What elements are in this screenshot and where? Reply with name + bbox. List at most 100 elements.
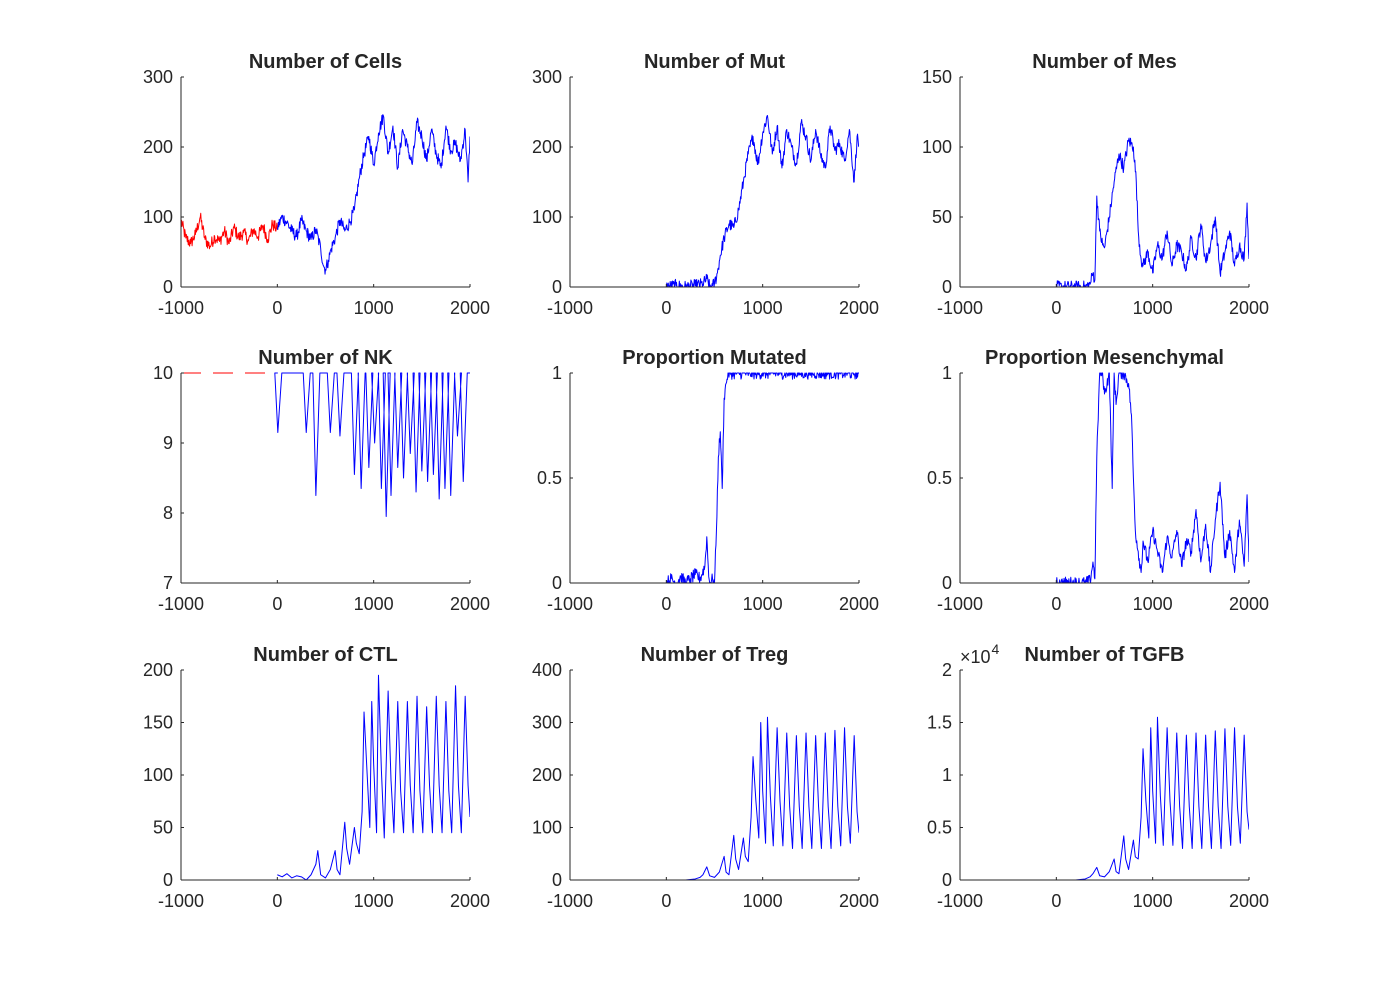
proportion-mesenchymal-ytick-label: 1 bbox=[942, 363, 952, 383]
number-of-tgfb-ytick-label: 1 bbox=[942, 765, 952, 785]
number-of-cells-ytick-label: 200 bbox=[143, 137, 173, 157]
number-of-treg-ytick-label: 100 bbox=[532, 818, 562, 838]
number-of-mut-ytick-label: 200 bbox=[532, 137, 562, 157]
number-of-nk-xtick-label: 1000 bbox=[354, 594, 394, 614]
proportion-mesenchymal-ytick-label: 0.5 bbox=[927, 468, 952, 488]
proportion-mesenchymal-xtick-label: 0 bbox=[1051, 594, 1061, 614]
number-of-mes-xtick-label: 2000 bbox=[1229, 298, 1269, 318]
number-of-cells-xtick-label: -1000 bbox=[158, 298, 204, 318]
number-of-mes-xtick-label: 1000 bbox=[1133, 298, 1173, 318]
number-of-treg-xtick-label: 0 bbox=[661, 891, 671, 911]
number-of-tgfb-xtick-label: -1000 bbox=[937, 891, 983, 911]
number-of-ctl-xtick-label: 2000 bbox=[450, 891, 490, 911]
proportion-mutated-xtick-label: 2000 bbox=[839, 594, 879, 614]
number-of-mes-series-blue-line bbox=[1056, 137, 1249, 288]
number-of-cells-series-blue-line bbox=[276, 114, 470, 275]
number-of-cells-ytick-label: 0 bbox=[163, 277, 173, 297]
proportion-mesenchymal-xtick-label: 2000 bbox=[1229, 594, 1269, 614]
subplot-number-of-nk: 7 8 9 10 -1000 0 1000 2000 Number of NK bbox=[153, 347, 490, 614]
number-of-nk-series-blue-line bbox=[274, 372, 470, 517]
number-of-nk-xtick-label: 0 bbox=[272, 594, 282, 614]
number-of-ctl-xtick-label: -1000 bbox=[158, 891, 204, 911]
number-of-tgfb-title: Number of TGFB bbox=[1025, 644, 1185, 666]
number-of-ctl-ytick-label: 50 bbox=[153, 818, 173, 838]
number-of-ctl-ytick-label: 150 bbox=[143, 713, 173, 733]
proportion-mesenchymal-title: Proportion Mesenchymal bbox=[985, 347, 1224, 369]
number-of-mes-ytick-label: 100 bbox=[922, 137, 952, 157]
number-of-ctl-ytick-label: 100 bbox=[143, 765, 173, 785]
number-of-treg-ytick-label: 0 bbox=[552, 870, 562, 890]
number-of-nk-ytick-label: 7 bbox=[163, 573, 173, 593]
number-of-cells-xtick-label: 0 bbox=[272, 298, 282, 318]
number-of-mut-ytick-label: 100 bbox=[532, 207, 562, 227]
number-of-nk-xtick-label: 2000 bbox=[450, 594, 490, 614]
number-of-nk-xtick-label: -1000 bbox=[158, 594, 204, 614]
proportion-mutated-xtick-label: -1000 bbox=[547, 594, 593, 614]
number-of-ctl-xtick-label: 1000 bbox=[354, 891, 394, 911]
number-of-cells-xtick-label: 1000 bbox=[354, 298, 394, 318]
number-of-ctl-title: Number of CTL bbox=[253, 644, 397, 666]
number-of-treg-series-blue-line bbox=[666, 716, 859, 881]
number-of-ctl-ytick-label: 0 bbox=[163, 870, 173, 890]
number-of-nk-ytick-label: 10 bbox=[153, 363, 173, 383]
number-of-tgfb-xtick-label: 2000 bbox=[1229, 891, 1269, 911]
number-of-nk-ytick-label: 9 bbox=[163, 433, 173, 453]
proportion-mesenchymal-ytick-label: 0 bbox=[942, 573, 952, 593]
number-of-tgfb-series-blue-line bbox=[1056, 716, 1249, 881]
number-of-mes-ytick-label: 150 bbox=[922, 67, 952, 87]
number-of-cells-ytick-label: 100 bbox=[143, 207, 173, 227]
number-of-mut-ytick-label: 0 bbox=[552, 277, 562, 297]
number-of-mut-xtick-label: 0 bbox=[661, 298, 671, 318]
number-of-mut-title: Number of Mut bbox=[644, 51, 785, 73]
number-of-cells-title: Number of Cells bbox=[249, 51, 402, 73]
proportion-mesenchymal-series-blue-line bbox=[1055, 372, 1249, 584]
number-of-treg-ytick-label: 200 bbox=[532, 765, 562, 785]
number-of-mes-ytick-label: 0 bbox=[942, 277, 952, 297]
number-of-mes-ytick-label: 50 bbox=[932, 207, 952, 227]
number-of-mut-xtick-label: -1000 bbox=[547, 298, 593, 318]
number-of-cells-ytick-label: 300 bbox=[143, 67, 173, 87]
number-of-mut-series-blue-line bbox=[665, 115, 859, 288]
proportion-mutated-xtick-label: 1000 bbox=[743, 594, 783, 614]
number-of-tgfb-ytick-label: 0.5 bbox=[927, 818, 952, 838]
proportion-mutated-ytick-label: 0.5 bbox=[537, 468, 562, 488]
proportion-mutated-ytick-label: 1 bbox=[552, 363, 562, 383]
number-of-mut-ytick-label: 300 bbox=[532, 67, 562, 87]
number-of-mes-xtick-label: -1000 bbox=[937, 298, 983, 318]
proportion-mutated-ytick-label: 0 bbox=[552, 573, 562, 593]
number-of-mes-title: Number of Mes bbox=[1032, 51, 1176, 73]
number-of-treg-xtick-label: 1000 bbox=[743, 891, 783, 911]
number-of-treg-xtick-label: 2000 bbox=[839, 891, 879, 911]
number-of-mut-xtick-label: 1000 bbox=[743, 298, 783, 318]
proportion-mutated-title: Proportion Mutated bbox=[622, 347, 806, 369]
number-of-tgfb-xtick-label: 0 bbox=[1051, 891, 1061, 911]
number-of-ctl-ytick-label: 200 bbox=[143, 660, 173, 680]
number-of-tgfb-ytick-label: 1.5 bbox=[927, 713, 952, 733]
number-of-cells-series-red-line bbox=[181, 212, 278, 250]
number-of-treg-ytick-label: 300 bbox=[532, 713, 562, 733]
number-of-treg-title: Number of Treg bbox=[641, 644, 789, 666]
proportion-mesenchymal-xtick-label: 1000 bbox=[1133, 594, 1173, 614]
proportion-mutated-series-blue-line bbox=[665, 372, 859, 584]
number-of-ctl-xtick-label: 0 bbox=[272, 891, 282, 911]
number-of-tgfb-xtick-label: 1000 bbox=[1133, 891, 1173, 911]
number-of-ctl-series-blue-line bbox=[277, 674, 470, 881]
number-of-tgfb-ytick-label: 0 bbox=[942, 870, 952, 890]
number-of-tgfb-exponent-label: ×10 bbox=[960, 647, 991, 667]
number-of-cells-xtick-label: 2000 bbox=[450, 298, 490, 318]
number-of-mes-xtick-label: 0 bbox=[1051, 298, 1061, 318]
number-of-tgfb-exponent-power: 4 bbox=[992, 641, 1000, 657]
number-of-mut-xtick-label: 2000 bbox=[839, 298, 879, 318]
number-of-nk-title: Number of NK bbox=[258, 347, 393, 369]
proportion-mesenchymal-xtick-label: -1000 bbox=[937, 594, 983, 614]
number-of-tgfb-ytick-label: 2 bbox=[942, 660, 952, 680]
number-of-nk-ytick-label: 8 bbox=[163, 503, 173, 523]
